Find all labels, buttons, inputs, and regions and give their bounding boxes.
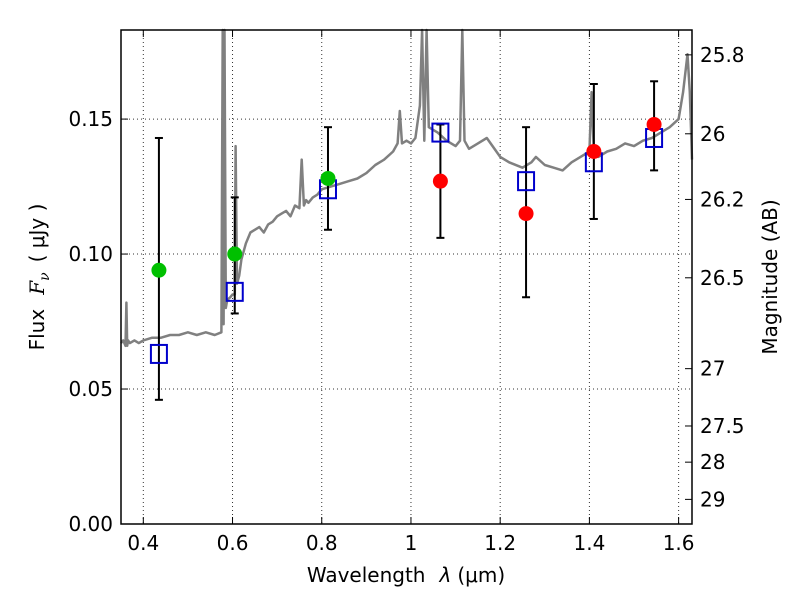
mag-tick-label: 29 (700, 487, 725, 511)
x-tick-label: 1.4 (573, 531, 605, 555)
mag-tick-label: 26 (700, 122, 725, 146)
x-tick-label: 0.8 (306, 531, 338, 555)
x-tick-label: 0.4 (127, 531, 159, 555)
grid-layer (121, 30, 692, 525)
detection-point (151, 262, 167, 278)
x-tick-label: 1.2 (484, 531, 516, 555)
model-layer (120, 28, 694, 348)
model-photometry-point (431, 122, 450, 143)
model-photometry-point (225, 281, 244, 302)
detection-point (320, 170, 336, 186)
model-photometry-point (149, 343, 168, 364)
mag-tick-label: 27 (700, 357, 725, 381)
y-tick-label: 0.05 (68, 377, 113, 401)
y2-axis-label: Magnitude (AB) (758, 199, 782, 354)
mag-tick-label: 26.5 (700, 266, 745, 290)
plot-frame (120, 29, 693, 525)
x-tick-label: 1.6 (663, 531, 695, 555)
nondetection-point (432, 173, 448, 189)
mag-tick-label: 25.8 (700, 43, 745, 67)
y-tick-label: 0.15 (68, 107, 113, 131)
tick-layer: 0.4 0.6 0.8 1 1.2 1.4 1.6 0.00 0.05 0.10 0.15 25.8 2… (68, 30, 745, 555)
x-axis-label: Wavelength λ (μm) (307, 563, 505, 587)
errorbar-layer (154, 80, 659, 401)
y-tick-label: 0.00 (68, 512, 113, 536)
marker-layer (149, 116, 664, 364)
mag-tick-label: 28 (700, 450, 725, 474)
detection-point (227, 246, 243, 262)
model-spectrum-line (120, 28, 694, 348)
x-tick-label: 1 (405, 531, 418, 555)
nondetection-point (586, 143, 602, 159)
mag-tick-label: 27.5 (700, 414, 745, 438)
y-axis-label: FluxFν( μJy ) (25, 204, 53, 351)
y-tick-label: 0.10 (68, 242, 113, 266)
nondetection-point (646, 116, 662, 132)
mag-tick-label: 26.2 (700, 187, 745, 211)
model-photometry-point (517, 171, 536, 192)
x-tick-label: 0.6 (217, 531, 249, 555)
nondetection-point (518, 206, 534, 222)
